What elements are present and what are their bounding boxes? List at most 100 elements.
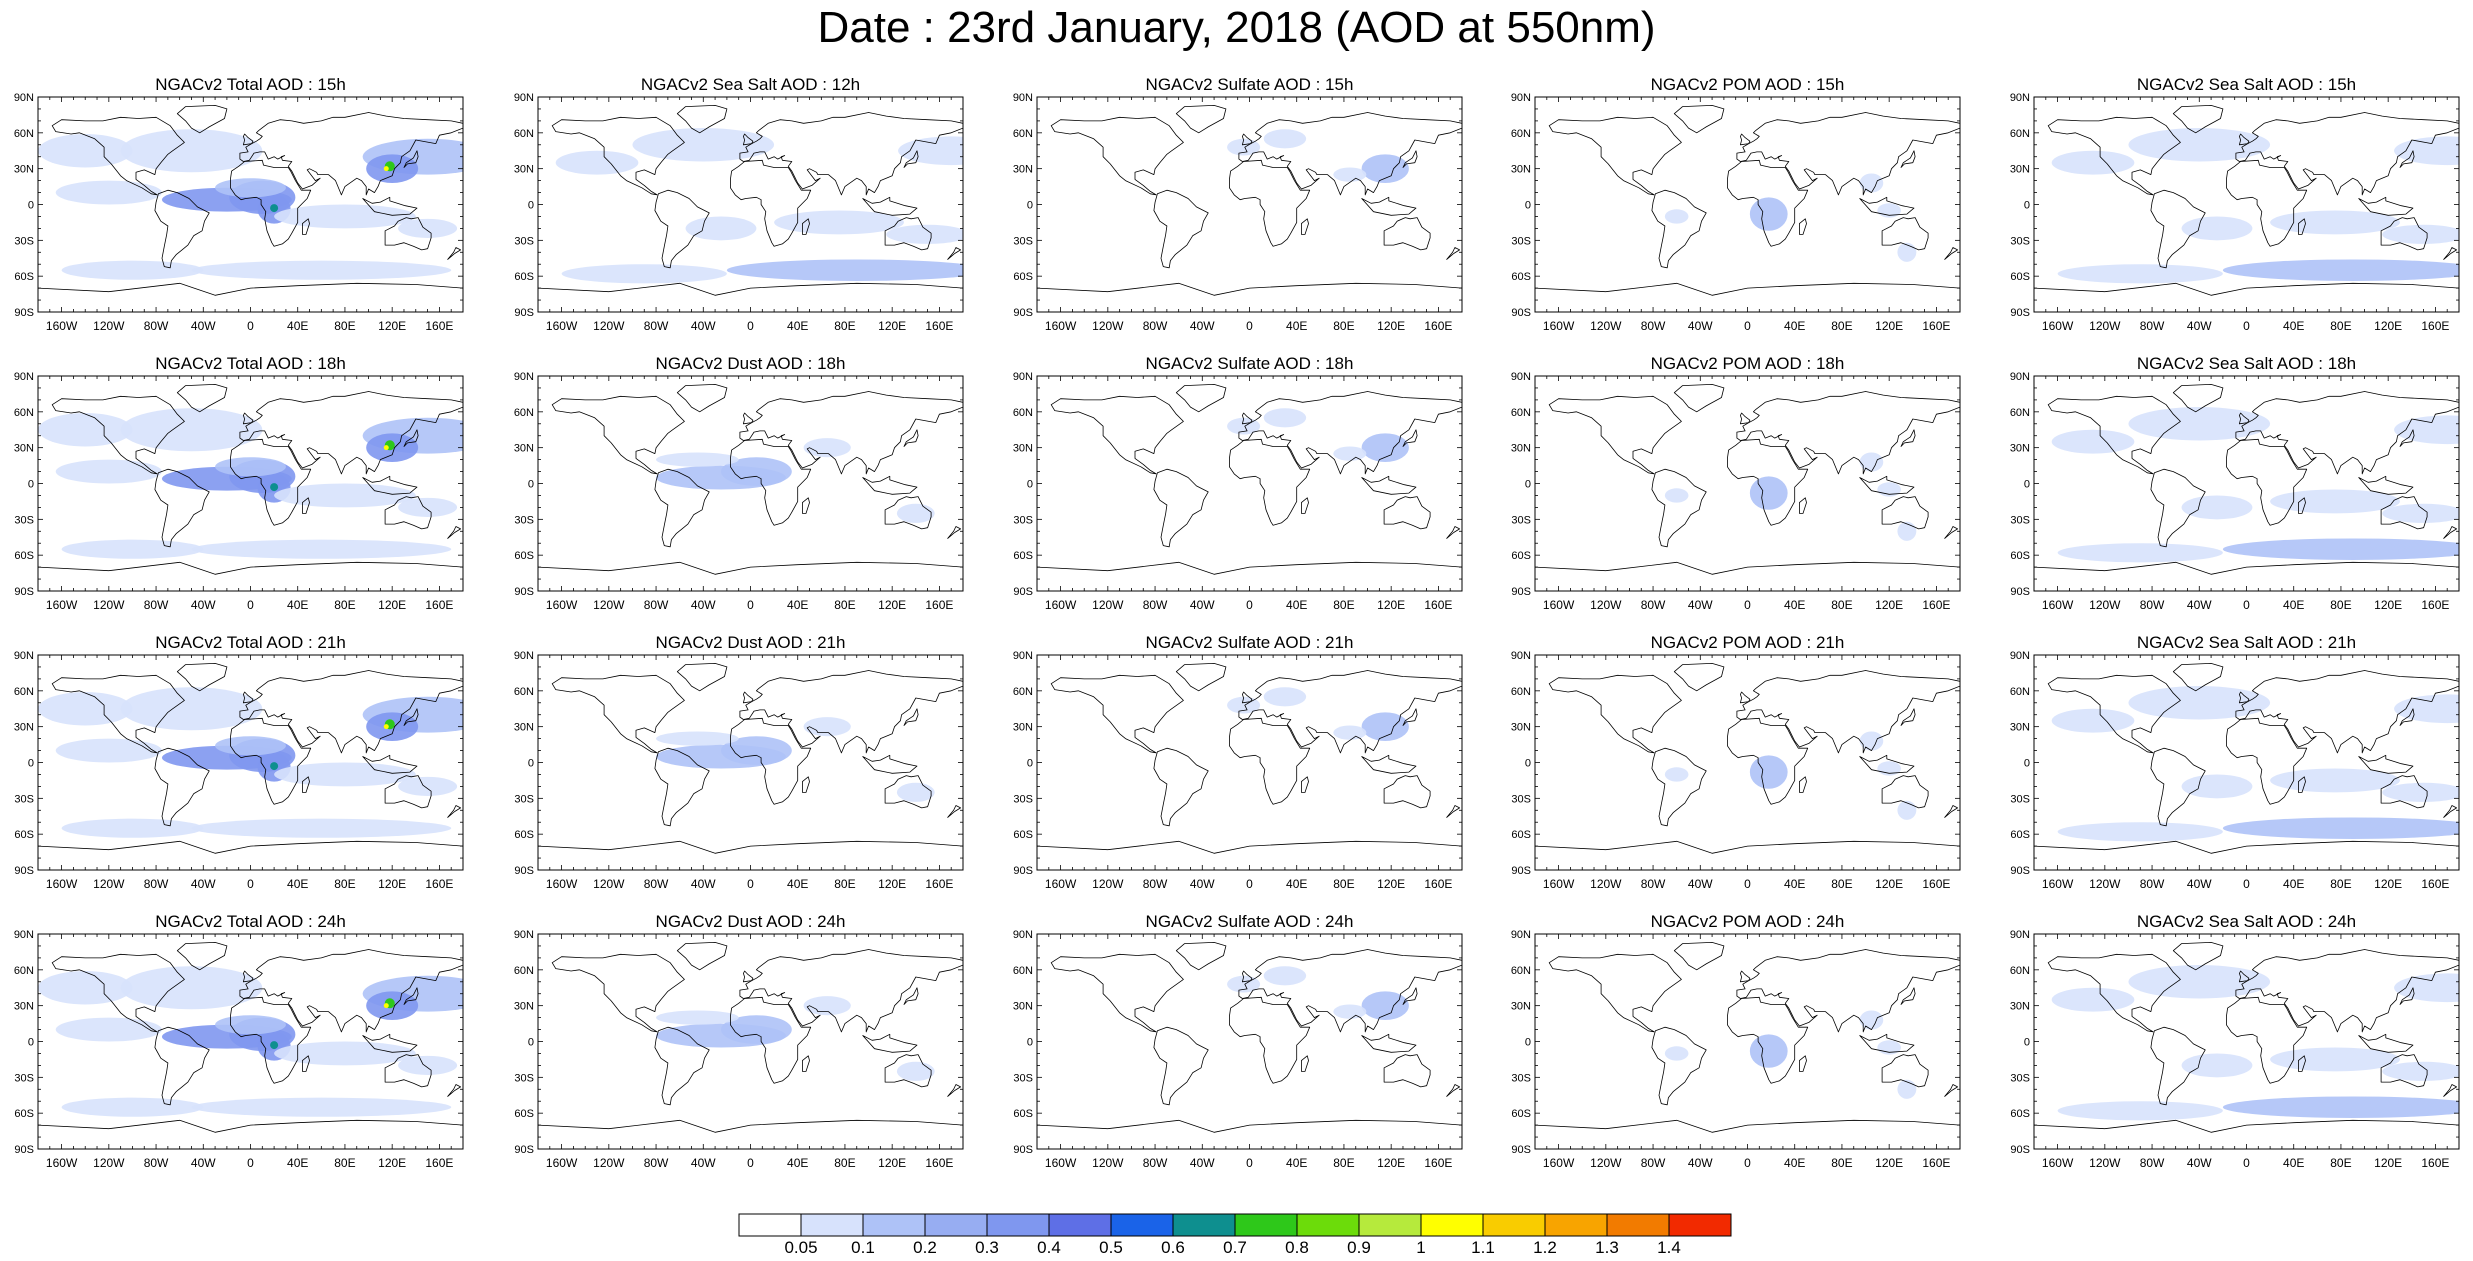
y-tick-label: 60N bbox=[514, 686, 534, 698]
x-tick-label: 40W bbox=[1688, 877, 1713, 891]
coastline-greenland bbox=[676, 662, 728, 692]
y-tick-label: 90S bbox=[14, 865, 34, 877]
aod-region bbox=[896, 1061, 935, 1081]
map-svg: 90N 60N 30N 0 30S 60S 90S 160W 120W 80W 40W 0 40E 80E… bbox=[1013, 929, 1463, 1170]
coastline-eurasia bbox=[1736, 670, 1960, 754]
map-svg: 90N 60N 30N 0 30S 60S 90S 160W 120W 80W 40W 0 40E 80E… bbox=[14, 371, 464, 612]
y-tick-label: 90N bbox=[2010, 92, 2030, 104]
aod-region bbox=[685, 216, 757, 241]
coastline-indonesia bbox=[2358, 196, 2414, 216]
y-tick-label: 90N bbox=[14, 371, 34, 383]
y-tick-label: 90S bbox=[1511, 307, 1531, 319]
y-tick-label: 60N bbox=[1013, 686, 1033, 698]
x-tick-label: 160W bbox=[46, 1156, 78, 1170]
coastline-eurasia bbox=[2235, 391, 2459, 475]
x-tick-label: 160W bbox=[546, 598, 578, 612]
coastline-antarctica bbox=[38, 282, 463, 312]
tick-marks bbox=[537, 96, 964, 313]
y-tick-label: 60S bbox=[514, 271, 534, 283]
coastline-australia bbox=[384, 775, 432, 809]
coastline-japan bbox=[2399, 429, 2415, 447]
x-tick-label: 120W bbox=[93, 877, 125, 891]
aod-field bbox=[2051, 128, 2459, 284]
y-tick-label: 60S bbox=[14, 550, 34, 562]
map-panel: NGACv2 Sulfate AOD : 18h 90N 60N 30N 0 30S 60S… bbox=[1007, 354, 1474, 619]
coastline-africa bbox=[1228, 717, 1311, 805]
aod-region bbox=[398, 497, 458, 517]
tick-marks bbox=[37, 96, 464, 313]
coastline-south-america bbox=[2150, 747, 2206, 827]
coastline-africa bbox=[729, 717, 812, 805]
x-tick-label: 80E bbox=[1333, 319, 1354, 333]
aod-hotspot bbox=[383, 724, 389, 730]
y-tick-label: 60N bbox=[2010, 128, 2030, 140]
coastline-uk bbox=[1739, 970, 1751, 983]
coastline-australia bbox=[884, 775, 932, 809]
aod-region bbox=[191, 818, 452, 838]
colorbar-label: 0.8 bbox=[1285, 1238, 1309, 1257]
x-tick-label: 80E bbox=[834, 1156, 855, 1170]
x-tick-label: 0 bbox=[247, 598, 254, 612]
panel-title: NGACv2 Total AOD : 18h bbox=[155, 354, 346, 373]
x-tick-label: 40W bbox=[1190, 319, 1215, 333]
coastline-australia bbox=[384, 1054, 432, 1088]
aod-region bbox=[2128, 965, 2271, 999]
x-tick-label: 160W bbox=[546, 877, 578, 891]
panel-title: NGACv2 POM AOD : 15h bbox=[1650, 75, 1845, 94]
colorbar-label: 0.5 bbox=[1099, 1238, 1123, 1257]
coastline-madagascar bbox=[801, 776, 810, 793]
coastline-madagascar bbox=[2297, 1055, 2306, 1072]
x-tick-label: 80W bbox=[2140, 877, 2165, 891]
coastline-south-america bbox=[154, 189, 210, 269]
x-tick-label: 0 bbox=[1744, 598, 1751, 612]
coastline-australia bbox=[1881, 775, 1929, 809]
coastline-madagascar bbox=[801, 218, 810, 235]
x-tick-label: 40E bbox=[1784, 319, 1805, 333]
aod-field bbox=[38, 129, 463, 280]
aod-region bbox=[2382, 503, 2459, 523]
aod-region bbox=[726, 259, 963, 281]
coastline-antarctica bbox=[38, 561, 463, 591]
x-tick-label: 40E bbox=[1784, 1156, 1805, 1170]
y-tick-label: 90S bbox=[14, 307, 34, 319]
coastline-antarctica bbox=[2034, 282, 2459, 312]
aod-region bbox=[2128, 686, 2271, 720]
aod-region bbox=[2051, 708, 2135, 733]
coastline-south-america bbox=[2150, 468, 2206, 548]
y-tick-label: 60S bbox=[514, 829, 534, 841]
x-tick-label: 0 bbox=[1246, 598, 1253, 612]
aod-region bbox=[55, 180, 162, 205]
y-tick-label: 30N bbox=[1511, 1001, 1531, 1013]
coastline-antarctica bbox=[2034, 561, 2459, 591]
map-svg: 90N 60N 30N 0 30S 60S 90S 160W 120W 80W 40W 0 40E 80E… bbox=[1013, 371, 1463, 612]
x-tick-label: 80W bbox=[1143, 1156, 1168, 1170]
y-tick-label: 60N bbox=[1013, 965, 1033, 977]
colorbar: 0.05 0.1 0.2 0.3 0.4 0.5 0.6 0.7 0.8 0.9 1 1.1 1.2 1.… bbox=[738, 1213, 1732, 1257]
colorbar-label: 0.6 bbox=[1161, 1238, 1185, 1257]
coastline-north-america bbox=[551, 395, 685, 475]
y-tick-label: 30N bbox=[1013, 164, 1033, 176]
x-tick-label: 120W bbox=[93, 319, 125, 333]
coastline-uk bbox=[242, 412, 254, 425]
aod-region bbox=[2128, 128, 2271, 162]
coastline-new-zealand bbox=[947, 526, 962, 539]
coastline-south-america bbox=[1651, 468, 1707, 548]
y-tick-label: 30S bbox=[1013, 514, 1033, 526]
panel-title: NGACv2 Sea Salt AOD : 24h bbox=[2136, 912, 2357, 931]
coastline-indonesia bbox=[362, 475, 418, 495]
y-tick-label: 30N bbox=[514, 1001, 534, 1013]
x-tick-label: 160W bbox=[1543, 1156, 1575, 1170]
coastline-greenland bbox=[176, 941, 228, 971]
coastline-new-zealand bbox=[1944, 526, 1959, 539]
x-tick-label: 120E bbox=[378, 877, 406, 891]
x-tick-label: 80E bbox=[2330, 319, 2351, 333]
x-tick-label: 0 bbox=[1744, 1156, 1751, 1170]
y-tick-label: 60N bbox=[1511, 128, 1531, 140]
coastline-australia bbox=[884, 496, 932, 530]
y-tick-label: 30S bbox=[514, 793, 534, 805]
x-tick-label: 80E bbox=[1831, 598, 1852, 612]
coastline-antarctica bbox=[538, 840, 963, 870]
aod-region bbox=[561, 264, 727, 284]
y-tick-label: 30N bbox=[1511, 164, 1531, 176]
x-tick-label: 120E bbox=[1377, 1156, 1405, 1170]
